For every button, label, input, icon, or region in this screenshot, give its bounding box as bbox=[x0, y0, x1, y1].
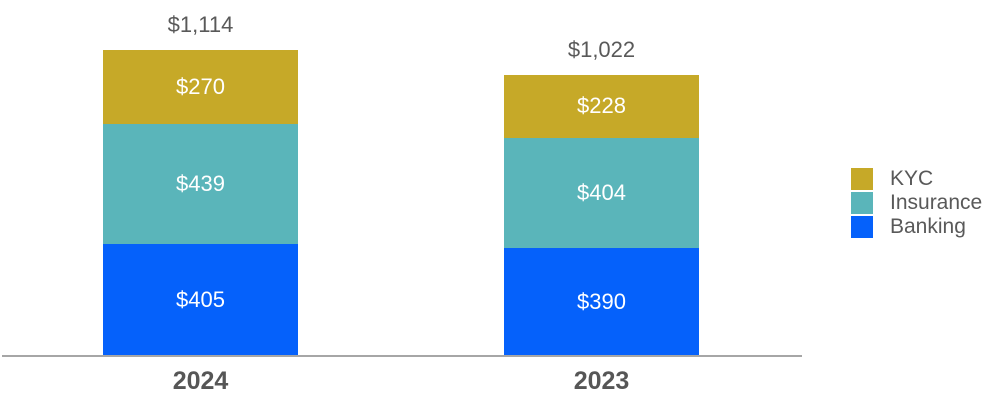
total-label-2024: $1,114 bbox=[167, 12, 234, 37]
segment-value-label: $404 bbox=[577, 179, 626, 205]
segment-insurance-2023: $404 bbox=[504, 137, 699, 249]
legend-label-banking: Banking bbox=[890, 215, 966, 238]
segment-value-label: $405 bbox=[176, 286, 225, 312]
chart-legend: KYC Insurance Banking bbox=[851, 168, 982, 240]
bar-2023: $228 $404 $390 bbox=[504, 75, 699, 355]
segment-banking-2024: $405 bbox=[103, 244, 298, 355]
segment-banking-2023: $390 bbox=[504, 248, 699, 355]
legend-label-insurance: Insurance bbox=[890, 191, 983, 214]
legend-item-banking: Banking bbox=[851, 216, 982, 238]
category-label-2024: 2024 bbox=[172, 367, 229, 395]
category-label-2023: 2023 bbox=[573, 367, 630, 395]
total-label-2023: $1,022 bbox=[567, 37, 636, 62]
segment-value-label: $390 bbox=[577, 288, 626, 314]
kyc-swatch-icon bbox=[851, 168, 873, 190]
legend-item-kyc: KYC bbox=[851, 168, 982, 190]
segment-value-label: $270 bbox=[176, 73, 225, 99]
legend-label-kyc: KYC bbox=[890, 167, 934, 190]
banking-swatch-icon bbox=[851, 216, 873, 238]
insurance-swatch-icon bbox=[851, 192, 873, 214]
x-axis-line bbox=[2, 355, 802, 357]
legend-item-insurance: Insurance bbox=[851, 192, 982, 214]
segment-value-label: $228 bbox=[577, 93, 626, 119]
segment-insurance-2024: $439 bbox=[103, 123, 298, 245]
segment-value-label: $439 bbox=[176, 171, 225, 197]
bar-2024: $270 $439 $405 bbox=[103, 50, 298, 355]
segment-kyc-2023: $228 bbox=[504, 75, 699, 138]
segment-kyc-2024: $270 bbox=[103, 50, 298, 124]
